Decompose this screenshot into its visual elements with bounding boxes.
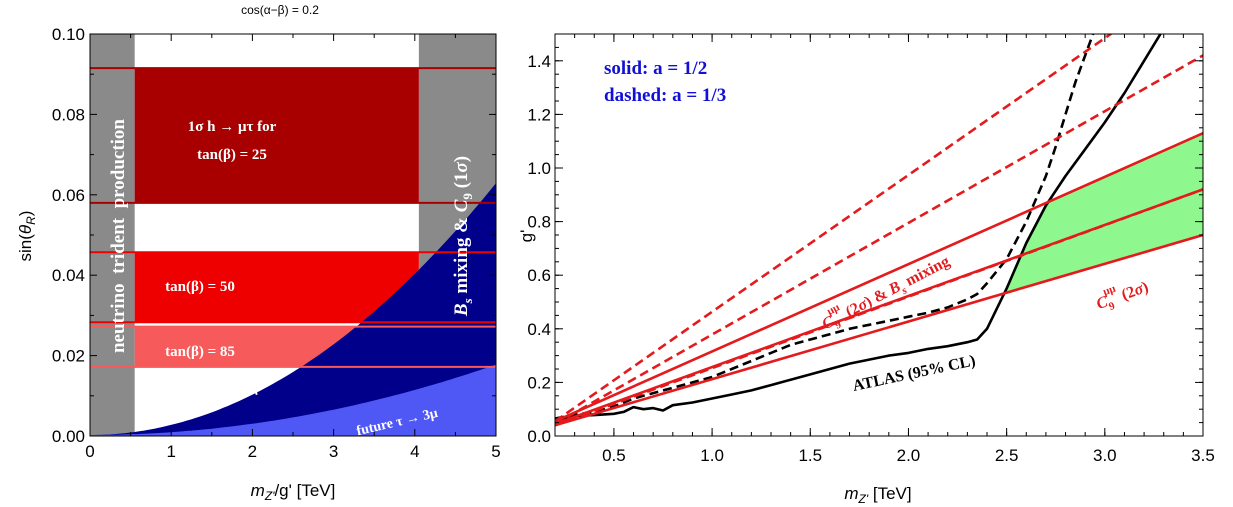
right-y-tick-label: 0.2: [527, 373, 551, 392]
bs-mixing-label: Bs mixing & C9 (1σ): [451, 156, 475, 317]
right-y-axis-label: g': [517, 230, 536, 243]
neutrino-trident-label: neutrino trident production: [108, 119, 129, 353]
left-plot-area: [90, 34, 496, 436]
right-y-tick-label: 0.6: [527, 266, 551, 285]
left-y-axis-label: sin(θR): [16, 211, 38, 262]
left-x-axis-label: mZ'/g' [TeV]: [251, 481, 336, 503]
left-x-tick-label: 3: [329, 442, 338, 461]
legend-solid-note: solid: a = 1/2: [604, 58, 707, 79]
red-steep-dashed-line: [555, 34, 1114, 423]
c9-lower-solid-line: [555, 233, 1203, 427]
left-x-tick-label: 2: [248, 442, 257, 461]
left-x-tick-label: 5: [491, 442, 500, 461]
left-y-tick-label: 0.00: [52, 427, 85, 446]
left-y-tick-label: 0.02: [52, 347, 85, 366]
hband-tanb-25: [134, 68, 419, 203]
right-y-tick-label: 1.4: [527, 52, 551, 71]
hband-tanb-50: [134, 252, 419, 323]
c9-bs-mixing-label: C9μμ (2σ) & Bs mixing: [816, 247, 954, 337]
left-chart-title: cos(α−β) = 0.2: [241, 3, 319, 17]
tanb-25-label-line1: 1σ h → μτ for: [188, 119, 277, 135]
left-x-tick-label: 0: [85, 442, 94, 461]
legend-dashed-note: dashed: a = 1/3: [604, 85, 726, 106]
left-y-tick-label: 0.10: [52, 25, 85, 44]
vband-neutrino-trident: [90, 34, 135, 436]
left-x-tick-label: 1: [166, 442, 175, 461]
c9-2sigma-label: C9μμ (2σ): [1092, 272, 1152, 317]
tanb-25-label-line2: tan(β) = 25: [197, 147, 267, 163]
red-lower-dashed-line: [555, 188, 1203, 427]
right-chart: 0.5 1.0 1.5 2.0 2.5 3.0 3.5 0.0 0.2 0.4 0.6 0.8 1.0…: [517, 33, 1215, 506]
right-x-tick-label: 3.5: [1191, 446, 1215, 465]
allowed-region: [1004, 133, 1203, 294]
right-y-tick-label: 1.2: [527, 105, 551, 124]
right-y-tick-label: 0.0: [527, 427, 551, 446]
right-x-tick-label: 2.0: [897, 446, 921, 465]
left-x-ticks: 0 1 2 3 4 5: [85, 34, 501, 461]
right-x-tick-label: 3.0: [1093, 446, 1117, 465]
right-plot-area: [555, 34, 1203, 427]
tau-3mu-region: [90, 184, 496, 436]
left-y-tick-label: 0.06: [52, 186, 85, 205]
right-y-ticks: 0.0 0.2 0.4 0.6 0.8 1.0 1.2 1.4: [527, 46, 1203, 446]
right-x-tick-label: 0.5: [602, 446, 626, 465]
atlas-dashed-curve: [555, 34, 1095, 420]
right-x-axis-label: mZ' [TeV]: [844, 484, 911, 506]
right-y-tick-label: 0.4: [527, 320, 551, 339]
c9-bs-upper-solid-line: [555, 132, 1203, 423]
left-y-tick-label: 0.08: [52, 105, 85, 124]
band-edge-lines: [90, 67, 496, 368]
right-y-tick-label: 1.0: [527, 159, 551, 178]
red-upper-dashed-line: [555, 54, 1203, 426]
tanb-85-label: tan(β) = 85: [165, 344, 235, 360]
tau-3mu-curve: [90, 184, 496, 436]
right-x-ticks: 0.5 1.0 1.5 2.0 2.5 3.0 3.5: [574, 34, 1215, 465]
left-y-tick-label: 0.04: [52, 266, 85, 285]
future-tau-3mu-region: [90, 365, 496, 436]
future-tau-3mu-curve: [90, 364, 496, 436]
right-x-tick-label: 1.0: [700, 446, 724, 465]
right-y-tick-label: 0.8: [527, 213, 551, 232]
tanb-50-label: tan(β) = 50: [165, 279, 235, 295]
left-x-tick-label: 4: [410, 442, 419, 461]
right-x-tick-label: 2.5: [995, 446, 1019, 465]
right-x-tick-label: 1.5: [798, 446, 822, 465]
left-y-ticks: 0.00 0.02 0.04 0.06 0.08 0.10: [52, 25, 496, 446]
